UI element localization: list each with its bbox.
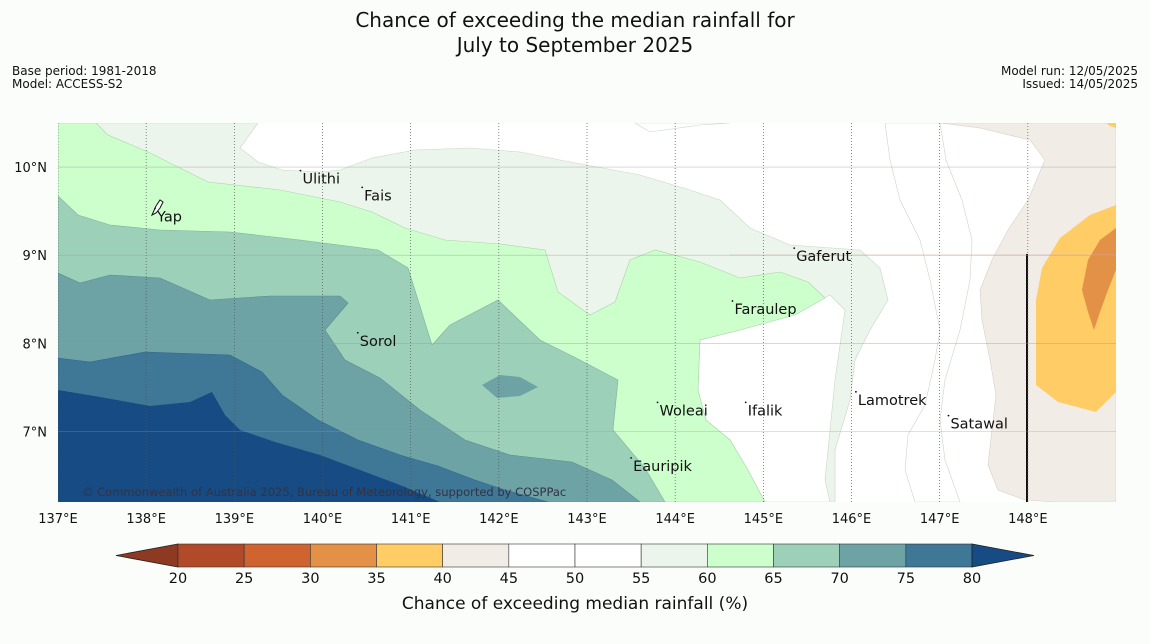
- colorbar-bin: [640, 543, 708, 568]
- place-label: Satawal: [950, 417, 1007, 433]
- colorbar-label: Chance of exceeding median rainfall (%): [401, 594, 749, 614]
- lon-tick-label: 142°E: [479, 512, 519, 527]
- place-label: Ulithi: [302, 172, 340, 188]
- place-marker: [356, 331, 359, 334]
- map-title: Chance of exceeding the median rainfall …: [0, 8, 1150, 58]
- lon-tick-label: 138°E: [126, 512, 166, 527]
- place-label: Gaferut: [796, 249, 851, 265]
- colorbar-bin: [177, 543, 245, 568]
- colorbar-tick-label: 45: [500, 571, 518, 587]
- colorbar-tick-label: 65: [764, 571, 782, 587]
- colorbar-tick-label: 40: [433, 571, 451, 587]
- place-marker: [947, 414, 950, 417]
- lat-tick-label: 8°N: [23, 337, 48, 352]
- lon-axis-labels: 137°E 138°E 139°E 140°E 141°E 142°E 143°E 144°E…: [38, 512, 1047, 527]
- colorbar: 20 25 30 35 40 45 50 55 60 65 70 75 80: [115, 543, 1035, 587]
- colorbar-tick-label: 30: [301, 571, 319, 587]
- lat-tick-label: 10°N: [14, 161, 47, 176]
- colorbar-bin: [376, 543, 443, 568]
- place-marker: [361, 186, 364, 189]
- place-label: Yap: [156, 209, 182, 225]
- colorbar-tick-label: 70: [830, 571, 848, 587]
- lat-tick-label: 9°N: [23, 249, 48, 264]
- place-label: Ifalik: [748, 403, 783, 419]
- colorbar-tick-label: 75: [897, 571, 915, 587]
- copyright-text: © Commonwealth of Australia 2025, Bureau…: [82, 485, 566, 499]
- colorbar-bin: [243, 543, 311, 568]
- colorbar-bin: [773, 543, 840, 568]
- colorbar-bin: [839, 543, 907, 568]
- colorbar-bin: [574, 543, 642, 568]
- lon-tick-label: 147°E: [920, 512, 960, 527]
- place-label: Fais: [364, 188, 391, 204]
- place-marker: [855, 390, 857, 393]
- contour-35-40-corner: [1106, 123, 1116, 128]
- contour-80-plus: [58, 390, 440, 502]
- colorbar-tick-label: 60: [698, 571, 716, 587]
- lon-tick-label: 137°E: [38, 512, 78, 527]
- place-marker: [793, 247, 796, 250]
- place-label: Faraulep: [734, 302, 796, 318]
- colorbar-tick-label: 25: [235, 571, 253, 587]
- colorbar-bin: [442, 543, 510, 568]
- lon-tick-label: 141°E: [391, 512, 431, 527]
- colorbar-bin: [310, 543, 377, 568]
- contour-70-75-island: [482, 375, 538, 398]
- place-marker: [731, 300, 734, 302]
- map-title-line1: Chance of exceeding the median rainfall …: [355, 8, 795, 32]
- contour-fills: [58, 123, 1116, 502]
- place-marker: [656, 401, 659, 404]
- place-marker: [630, 457, 632, 459]
- colorbar-bin: [707, 543, 774, 568]
- lat-axis-labels: 10°N 9°N 8°N 7°N: [14, 161, 47, 440]
- gridlines: [58, 123, 1116, 502]
- colorbar-tick-label: 20: [169, 571, 187, 587]
- contour-45-55-east: [884, 123, 973, 502]
- place-labels: Ulithi Fais Yap Gaferut Faraulep Sorol Lamotre…: [154, 169, 1008, 475]
- lon-tick-label: 139°E: [215, 512, 255, 527]
- colorbar-extend-low: [115, 543, 179, 568]
- map-title-line2: July to September 2025: [456, 33, 694, 57]
- lon-tick-label: 148°E: [1008, 512, 1048, 527]
- place-marker: [299, 169, 302, 172]
- yap-island-shape: [150, 199, 164, 217]
- colorbar-tick-label: 80: [963, 571, 981, 587]
- contour-white-north: [634, 123, 731, 133]
- contour-30-35: [1082, 228, 1116, 330]
- colorbar-bin: [905, 543, 973, 568]
- place-marker: [744, 401, 747, 404]
- lon-tick-label: 140°E: [303, 512, 343, 527]
- lat-tick-label: 7°N: [23, 425, 48, 440]
- meta-right: Model run: 12/05/2025 Issued: 14/05/2025: [1001, 65, 1138, 91]
- issued-text: Issued: 14/05/2025: [1022, 77, 1138, 91]
- colorbar-tick-label: 35: [367, 571, 385, 587]
- lon-tick-label: 145°E: [744, 512, 784, 527]
- model-run-text: Model run: 12/05/2025: [1000, 64, 1138, 78]
- place-label: Eauripik: [633, 459, 692, 475]
- lon-tick-label: 144°E: [655, 512, 695, 527]
- place-marker: [154, 207, 156, 210]
- colorbar-tick-label: 55: [632, 571, 650, 587]
- colorbar-bin: [508, 543, 576, 568]
- model-text: Model: ACCESS-S2: [12, 77, 124, 91]
- colorbar-extend-high: [971, 543, 1035, 568]
- place-label: Sorol: [360, 334, 397, 350]
- colorbar-tick-label: 50: [566, 571, 584, 587]
- meta-left: Base period: 1981-2018 Model: ACCESS-S2: [12, 65, 157, 91]
- place-label: Woleai: [660, 403, 708, 419]
- place-label: Lamotrek: [858, 393, 927, 409]
- base-period-text: Base period: 1981-2018: [12, 64, 157, 78]
- lon-tick-label: 146°E: [832, 512, 872, 527]
- lon-tick-label: 143°E: [567, 512, 607, 527]
